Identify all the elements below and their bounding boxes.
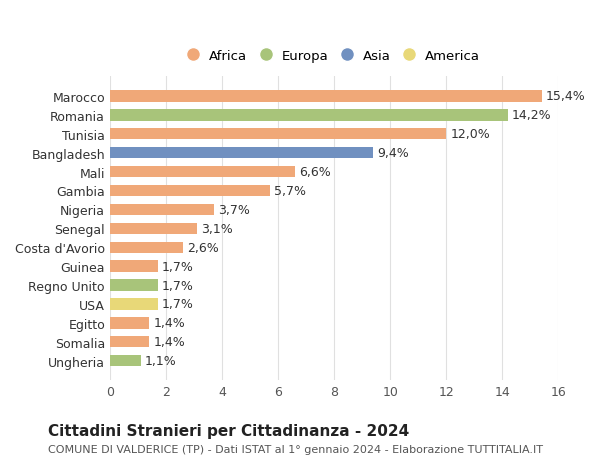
- Text: 3,7%: 3,7%: [218, 203, 250, 216]
- Text: 1,7%: 1,7%: [162, 260, 194, 273]
- Text: 5,7%: 5,7%: [274, 185, 306, 197]
- Bar: [110, 318, 149, 329]
- Bar: [110, 129, 446, 140]
- Text: 1,4%: 1,4%: [154, 336, 185, 348]
- Bar: [110, 204, 214, 216]
- Text: 3,1%: 3,1%: [201, 222, 233, 235]
- Legend: Africa, Europa, Asia, America: Africa, Europa, Asia, America: [183, 45, 485, 68]
- Bar: [110, 299, 158, 310]
- Bar: [110, 242, 183, 253]
- Text: 12,0%: 12,0%: [451, 128, 490, 141]
- Bar: [110, 261, 158, 272]
- Text: COMUNE DI VALDERICE (TP) - Dati ISTAT al 1° gennaio 2024 - Elaborazione TUTTITAL: COMUNE DI VALDERICE (TP) - Dati ISTAT al…: [48, 444, 543, 454]
- Bar: [110, 355, 140, 367]
- Text: 6,6%: 6,6%: [299, 166, 331, 179]
- Bar: [110, 148, 373, 159]
- Bar: [110, 336, 149, 347]
- Text: 2,6%: 2,6%: [187, 241, 218, 254]
- Bar: [110, 280, 158, 291]
- Bar: [110, 167, 295, 178]
- Text: 1,7%: 1,7%: [162, 298, 194, 311]
- Bar: [110, 185, 269, 197]
- Text: 1,7%: 1,7%: [162, 279, 194, 292]
- Bar: [110, 223, 197, 235]
- Text: 14,2%: 14,2%: [512, 109, 552, 122]
- Text: 1,4%: 1,4%: [154, 317, 185, 330]
- Bar: [110, 91, 542, 102]
- Text: 15,4%: 15,4%: [546, 90, 586, 103]
- Bar: [110, 110, 508, 121]
- Text: 9,4%: 9,4%: [377, 147, 409, 160]
- Text: 1,1%: 1,1%: [145, 354, 176, 367]
- Text: Cittadini Stranieri per Cittadinanza - 2024: Cittadini Stranieri per Cittadinanza - 2…: [48, 423, 409, 438]
